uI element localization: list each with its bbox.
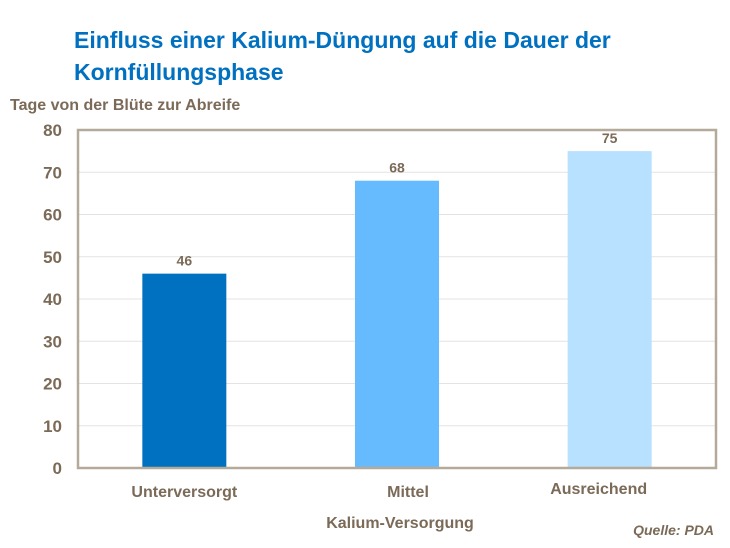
data-label: 68	[389, 160, 405, 176]
bar	[355, 180, 439, 468]
bar	[142, 273, 227, 468]
plot-area-border	[76, 128, 718, 470]
source-note: Quelle: PDA	[633, 522, 714, 538]
x-tick-label: Unterversorgt	[131, 484, 237, 501]
y-tick-label: 10	[43, 417, 62, 436]
y-tick-label: 40	[43, 290, 62, 309]
y-tick-label: 0	[53, 459, 62, 478]
y-tick-label: 50	[43, 248, 62, 267]
x-tick-label: Mittel	[387, 484, 429, 501]
x-axis-label: Kalium-Versorgung	[326, 515, 474, 532]
chart-title: Einfluss einer Kalium-Düngung auf die Da…	[74, 27, 611, 85]
y-tick-label: 60	[43, 206, 62, 225]
y-tick-label: 70	[43, 163, 62, 182]
bar	[567, 151, 652, 468]
data-label: 46	[177, 253, 193, 269]
y-tick-label: 80	[43, 121, 62, 140]
y-tick-label: 20	[43, 375, 62, 394]
x-tick-label: Ausreichend	[550, 481, 647, 498]
y-tick-label: 30	[43, 332, 62, 351]
data-label: 75	[602, 130, 618, 146]
y-axis-label: Tage von der Blüte zur Abreife	[10, 97, 240, 114]
